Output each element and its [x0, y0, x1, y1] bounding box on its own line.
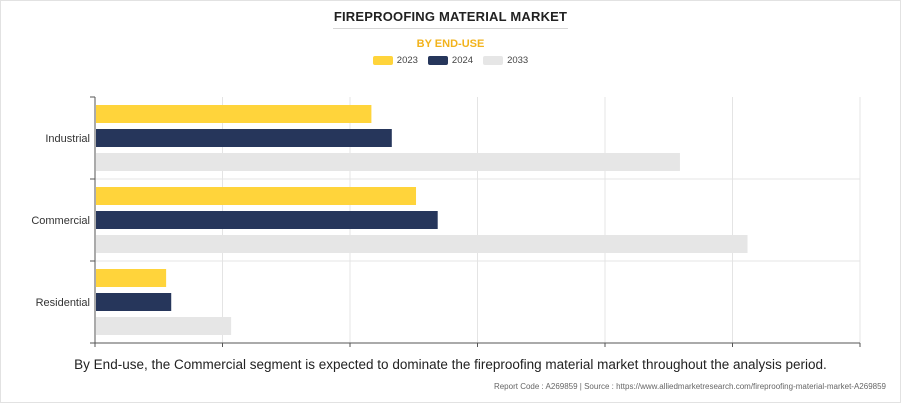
bar-residential-2033	[96, 317, 232, 335]
title-underline	[333, 28, 568, 29]
bar-industrial-2033	[96, 153, 680, 171]
legend-swatch-2024	[427, 56, 448, 65]
legend-label-2024: 2024	[451, 55, 474, 66]
legend-item-2023[interactable]: 2023	[372, 55, 418, 66]
chart-title: FIREPROOFING MATERIAL MARKET	[333, 9, 568, 24]
legend-label-2023: 2023	[396, 55, 418, 66]
bar-commercial-2023	[96, 187, 417, 205]
category-label-layer: Industrial Commercial Residential	[31, 133, 90, 309]
legend-swatch-2023	[372, 56, 393, 65]
category-label-commercial: Commercial	[31, 215, 90, 227]
legend-label-2033: 2033	[507, 55, 529, 66]
legend-swatch-2033	[483, 56, 504, 65]
legend-item-2024[interactable]: 2024	[427, 55, 474, 66]
bar-residential-2023	[96, 269, 167, 287]
chart-caption: By End-use, the Commercial segment is ex…	[74, 357, 827, 372]
chart-subtitle: BY END-USE	[416, 38, 485, 50]
grid-layer	[95, 97, 861, 343]
chart-legend: 2023 2024 2033	[0, 55, 901, 66]
category-label-industrial: Industrial	[45, 133, 90, 145]
bar-residential-2024	[96, 293, 172, 311]
source-note: Report Code : A269859 | Source : https:/…	[493, 382, 886, 391]
axis-layer	[90, 96, 861, 347]
bar-industrial-2024	[96, 129, 392, 147]
bar-commercial-2033	[96, 235, 748, 253]
legend-item-2033[interactable]: 2033	[483, 55, 528, 66]
bar-industrial-2023	[96, 105, 372, 123]
bar-commercial-2024	[96, 211, 438, 229]
category-label-residential: Residential	[36, 297, 90, 309]
bar-layer	[96, 105, 748, 335]
